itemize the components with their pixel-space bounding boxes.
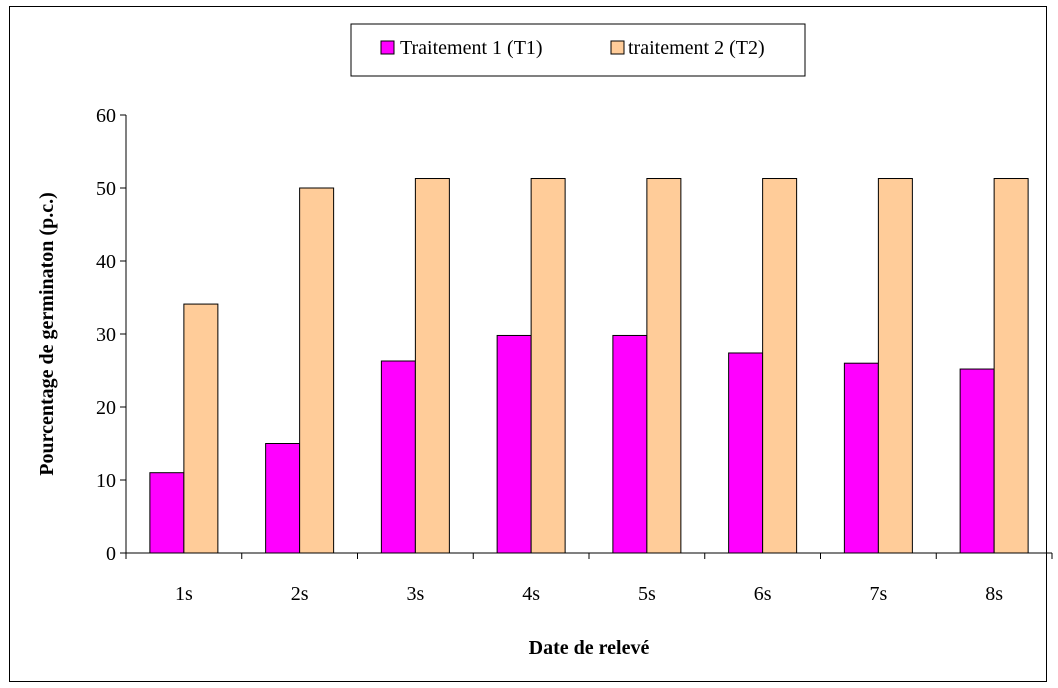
x-tick-label-2s: 2s — [291, 583, 309, 605]
bar-t2-6s — [762, 178, 798, 554]
y-tick-label: 10 — [96, 470, 116, 492]
y-tick-label: 50 — [96, 178, 116, 200]
legend-box — [350, 23, 806, 77]
legend-label-t2: traitement 2 (T2) — [628, 37, 765, 59]
legend-swatch-t2 — [610, 40, 625, 55]
bar-t1-8s — [959, 368, 995, 554]
y-tick-label: 20 — [96, 397, 116, 419]
bar-t1-5s — [612, 334, 648, 554]
x-tick-label-4s: 4s — [522, 583, 540, 605]
bar-t1-1s — [149, 472, 185, 554]
bar-t1-4s — [496, 334, 532, 554]
x-axis-title: Date de relevé — [529, 637, 650, 659]
x-tick-label-7s: 7s — [869, 583, 887, 605]
x-tick-label-5s: 5s — [638, 583, 656, 605]
bar-t1-7s — [843, 362, 879, 554]
bar-t2-5s — [646, 178, 682, 554]
bar-t2-8s — [993, 178, 1029, 554]
bar-t1-6s — [728, 352, 764, 554]
y-tick-label: 0 — [106, 543, 116, 565]
bar-t2-4s — [530, 178, 566, 554]
y-tick-label: 40 — [96, 251, 116, 273]
x-tick-label-6s: 6s — [754, 583, 772, 605]
x-axis-ticks: 1s 2s 3s 4s 5s 6s 7s 8s — [125, 553, 1053, 605]
bar-t2-7s — [877, 178, 913, 554]
x-tick-label-8s: 8s — [985, 583, 1003, 605]
legend: Traitement 1 (T1) traitement 2 (T2) — [350, 23, 806, 77]
bar-t2-1s — [183, 303, 219, 554]
legend-swatch-t1 — [380, 40, 395, 55]
y-axis-ticks: 0 10 20 30 40 50 60 — [96, 105, 126, 565]
bar-t1-2s — [265, 443, 301, 554]
y-tick-label: 60 — [96, 105, 116, 127]
bars-group — [149, 178, 1029, 554]
legend-label-t1: Traitement 1 (T1) — [400, 37, 543, 59]
bar-t1-3s — [380, 360, 416, 554]
bar-t2-3s — [414, 178, 450, 554]
y-axis-title: Pourcentage de germinaton (p.c.) — [36, 192, 58, 475]
y-tick-label: 30 — [96, 324, 116, 346]
x-tick-label-3s: 3s — [406, 583, 424, 605]
bar-t2-2s — [299, 187, 335, 554]
x-tick-label-1s: 1s — [175, 583, 193, 605]
